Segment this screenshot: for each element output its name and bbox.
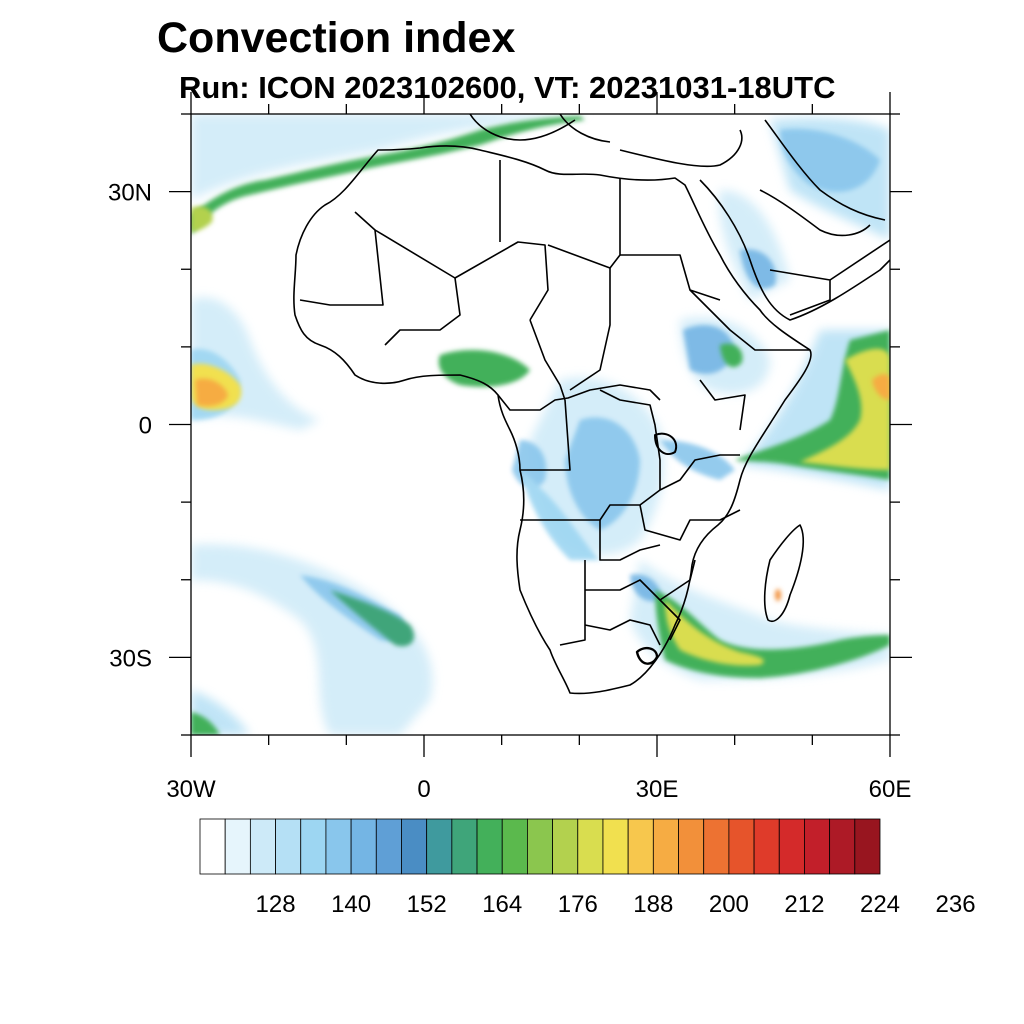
colorbar-swatch [275, 818, 302, 875]
colorbar-swatch [577, 818, 604, 875]
colorbar-swatch [249, 818, 276, 875]
x-tick-label: 0 [417, 776, 430, 803]
y-tick-label: 30N [108, 180, 152, 207]
colorbar-swatch [451, 818, 478, 875]
colorbar-swatch [602, 818, 629, 875]
colorbar-label: 164 [482, 891, 522, 918]
colorbar-swatch [829, 818, 856, 875]
country-borders [293, 114, 890, 695]
colorbar-swatch [728, 818, 755, 875]
x-tick-label: 30E [636, 776, 679, 803]
colorbar-swatch [753, 818, 780, 875]
y-tick-label: 0 [139, 413, 152, 440]
colorbar-swatch [426, 818, 453, 875]
colorbar-label: 140 [331, 891, 371, 918]
colorbar-label: 176 [558, 891, 598, 918]
colorbar-swatch [300, 818, 327, 875]
colorbar-swatch [350, 818, 377, 875]
x-tick-label: 30W [166, 776, 216, 803]
colorbar-swatch [778, 818, 805, 875]
colorbar-swatch [703, 818, 730, 875]
colorbar-label: 152 [407, 891, 447, 918]
colorbar-swatch [325, 818, 352, 875]
colorbar-label: 188 [633, 891, 673, 918]
colorbar-swatch [678, 818, 705, 875]
colorbar-swatch [627, 818, 654, 875]
colorbar-label: 212 [784, 891, 824, 918]
colorbar-label: 224 [860, 891, 900, 918]
colorbar-swatch [375, 818, 402, 875]
colorbar-swatch [224, 818, 251, 875]
colorbar-swatch [552, 818, 579, 875]
chart-title: Convection index [157, 14, 516, 62]
colorbar-swatch [501, 818, 528, 875]
colorbar-swatch [199, 818, 226, 875]
chart-subtitle: Run: ICON 2023102600, VT: 20231031-18UTC [179, 70, 836, 105]
colorbar-swatch [854, 818, 881, 875]
convection-field [191, 114, 890, 735]
colorbar-label: 128 [256, 891, 296, 918]
x-tick-label: 60E [869, 776, 912, 803]
colorbar-swatch [401, 818, 428, 875]
y-tick-label: 30S [109, 645, 152, 672]
colorbar-swatch [804, 818, 831, 875]
colorbar-swatch [476, 818, 503, 875]
axis-ticks: 30W 0 30E 60E 30N 0 30S [108, 92, 912, 803]
colorbar-label: 200 [709, 891, 749, 918]
colorbar-label: 236 [936, 891, 976, 918]
colorbar-swatch [527, 818, 553, 875]
colorbar: 128 140 152 164 176 188 200 212 224 236 [199, 818, 976, 918]
colorbar-swatch [652, 818, 679, 875]
